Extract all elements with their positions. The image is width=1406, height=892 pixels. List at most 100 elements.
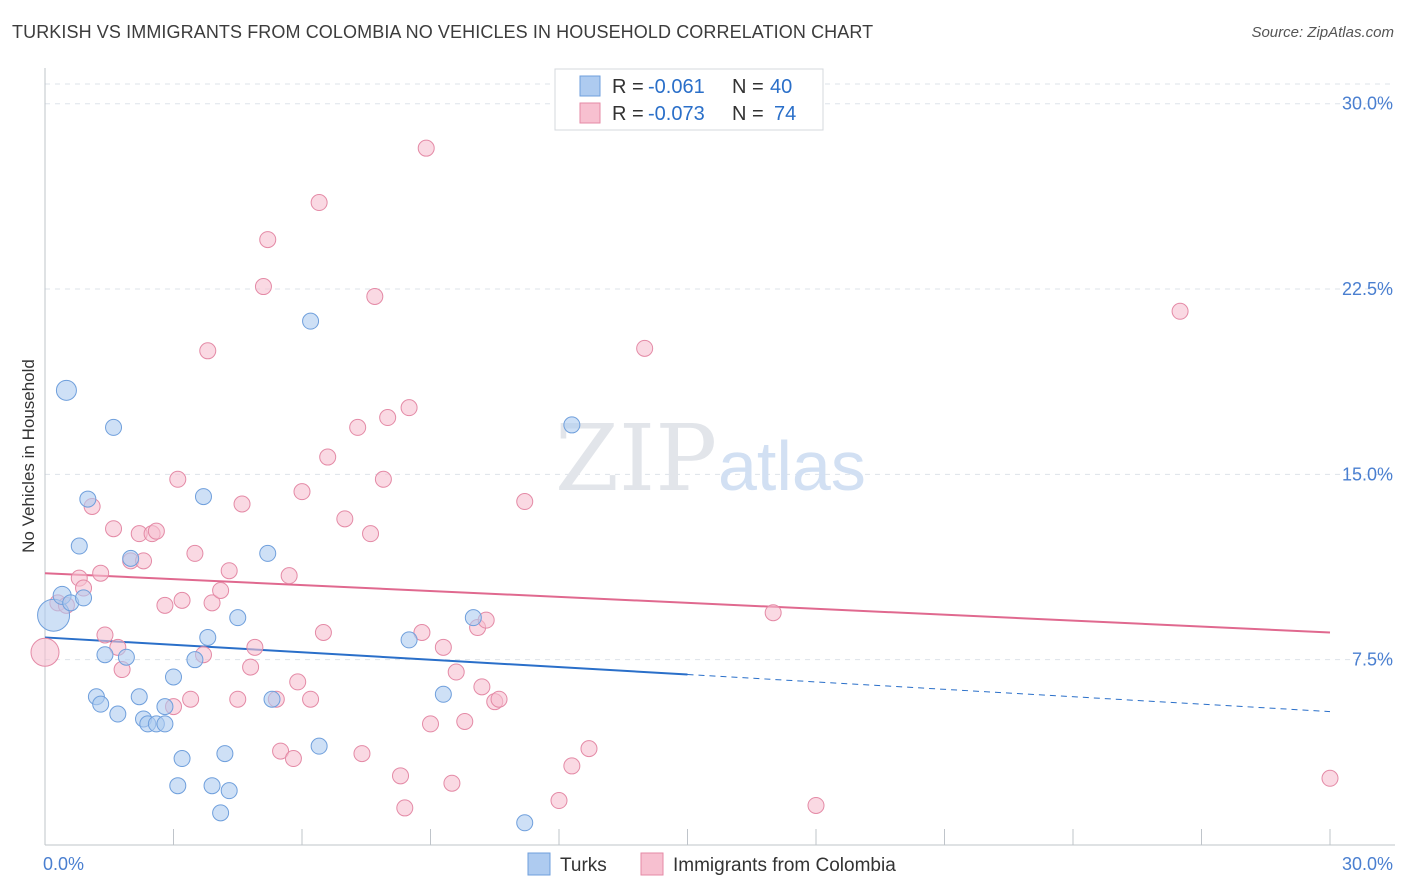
turks-point-37: [464, 609, 482, 627]
turks-point-28: [216, 745, 234, 763]
colombia-point-49: [379, 409, 397, 427]
colombia-point-29: [242, 658, 260, 676]
source-label: Source: ZipAtlas.com: [1251, 24, 1394, 41]
colombia-point-16: [156, 596, 174, 614]
colombia-point-57: [443, 774, 461, 792]
turks-point-25: [199, 628, 217, 646]
colombia-point-26: [220, 562, 238, 580]
colombia-point-45: [353, 745, 371, 763]
bottom-legend-turks: Turks: [560, 855, 607, 876]
turks-point-11: [109, 705, 127, 723]
y-tick-label-3: 30.0%: [1342, 94, 1393, 114]
turks-point-35: [400, 631, 418, 649]
chart-title: TURKISH VS IMMIGRANTS FROM COLOMBIA NO V…: [12, 22, 874, 42]
turks-point-10: [105, 418, 123, 436]
colombia-point-41: [314, 623, 332, 641]
colombia-point-48: [374, 470, 392, 488]
legend-r-label-turks: R =: [612, 76, 644, 98]
turks-point-13: [122, 549, 140, 567]
turks-point-8: [92, 695, 110, 713]
colombia-point-56: [434, 638, 452, 656]
colombia-point-6: [92, 564, 110, 582]
colombia-point-30: [246, 638, 264, 656]
colombia-point-70: [807, 796, 825, 814]
turks-point-5: [75, 589, 93, 607]
colombia-point-23: [199, 342, 217, 360]
turks-point-39: [563, 416, 581, 434]
colombia-point-58: [447, 663, 465, 681]
turks-point-6: [79, 490, 97, 508]
turks-trend-line-projection: [687, 674, 1331, 713]
turks-point-26: [203, 777, 221, 795]
trend-lines: [44, 572, 1331, 713]
colombia-point-69: [764, 604, 782, 622]
legend-r-value-colombia: -0.073: [648, 103, 705, 125]
colombia-point-61: [473, 678, 491, 696]
colombia-point-35: [280, 567, 298, 585]
turks-point-18: [156, 715, 174, 733]
turks-point-29: [220, 782, 238, 800]
turks-point-21: [173, 750, 191, 768]
y-tick-label-1: 15.0%: [1342, 464, 1393, 484]
colombia-point-73: [563, 757, 581, 775]
colombia-point-15: [147, 522, 165, 540]
colombia-point-43: [336, 510, 354, 528]
turks-trend-line: [44, 636, 688, 676]
colombia-point-40: [310, 194, 328, 212]
colombia-point-20: [182, 690, 200, 708]
colombia-point-37: [289, 673, 307, 691]
bottom-legend-swatch-turks: [527, 852, 551, 876]
turks-point-19: [156, 698, 174, 716]
colombia-point-0: [30, 637, 60, 667]
y-tick-label-0: 7.5%: [1352, 650, 1393, 670]
colombia-point-72: [1321, 769, 1339, 787]
colombia-point-7: [96, 626, 114, 644]
colombia-point-24: [203, 594, 221, 612]
grid-lines: [45, 83, 1395, 661]
legend-n-label-turks: N =: [732, 76, 764, 98]
turks-point-32: [263, 690, 281, 708]
colombia-point-32: [259, 231, 277, 249]
legend-swatch-colombia: [579, 102, 601, 124]
axes: [44, 68, 1395, 846]
turks-point-1: [55, 379, 77, 401]
turks-point-12: [117, 648, 135, 666]
watermark-atlas: atlas: [718, 427, 866, 505]
turks-point-34: [310, 737, 328, 755]
colombia-point-39: [302, 690, 320, 708]
turks-point-20: [165, 668, 182, 686]
colombia-point-71: [1171, 302, 1189, 320]
turks-point-14: [130, 688, 148, 706]
legend-n-value-turks: 40: [770, 76, 792, 98]
watermark: ZIP atlas: [555, 405, 866, 512]
turks-point-4: [70, 537, 88, 555]
colombia-point-8: [105, 520, 123, 538]
x-tick-label-0: 0.0%: [43, 854, 84, 874]
colombia-point-46: [362, 525, 380, 543]
turks-point-31: [259, 544, 277, 562]
colombia-point-36: [284, 750, 302, 768]
y-tick-label-2: 22.5%: [1342, 279, 1393, 299]
colombia-point-66: [550, 792, 568, 810]
turks-point-9: [96, 646, 114, 664]
data-points: [30, 139, 1339, 832]
legend-n-value-colombia: 74: [774, 103, 796, 125]
colombia-point-54: [417, 139, 435, 157]
legend-n-label-colombia: N =: [732, 103, 764, 125]
bottom-legend: Turks Immigrants from Colombia: [527, 852, 896, 876]
colombia-point-19: [173, 591, 191, 609]
turks-point-24: [194, 488, 212, 506]
turks-point-30: [229, 609, 247, 627]
watermark-zip: ZIP: [555, 405, 717, 512]
colombia-point-51: [396, 799, 414, 817]
colombia-point-55: [422, 715, 439, 733]
colombia-point-34: [272, 742, 290, 760]
turks-point-23: [186, 651, 204, 669]
legend-swatch-turks: [579, 75, 601, 97]
colombia-point-59: [456, 712, 474, 730]
colombia-point-31: [254, 278, 272, 296]
turks-point-27: [212, 804, 230, 822]
legend-r-value-turks: -0.061: [648, 76, 705, 98]
y-axis-label: No Vehicles in Household: [19, 359, 38, 553]
colombia-point-65: [516, 493, 534, 511]
